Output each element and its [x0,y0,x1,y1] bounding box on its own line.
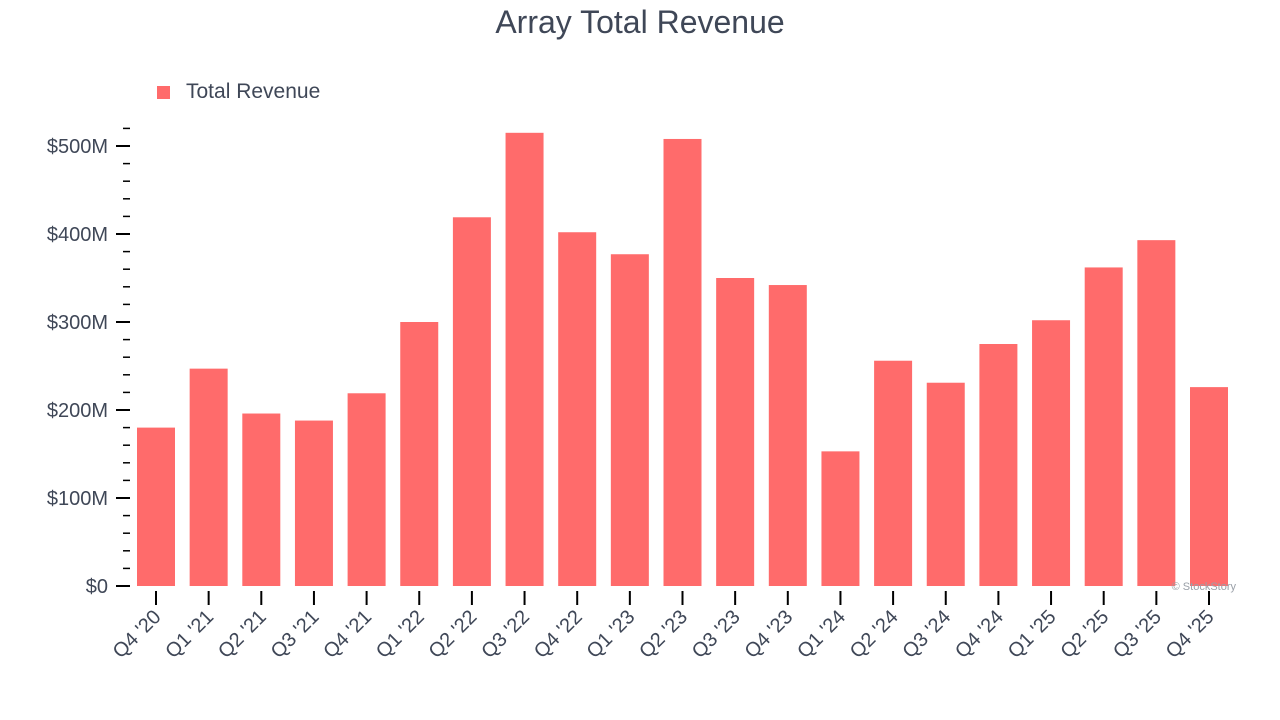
bar [242,413,281,586]
y-tick-label: $400M [47,224,108,246]
x-tick-label: Q3 '21 [267,606,324,663]
bar [400,322,439,586]
watermark: © StockStory [1172,581,1237,593]
y-axis: $0 $100M $200M $300M $400M $500M [47,127,130,598]
bar [137,427,175,586]
bar [452,217,491,586]
bars-group [137,132,1228,587]
x-tick-label: Q3 '25 [1109,606,1166,663]
x-tick-label: Q2 '23 [635,606,692,663]
x-tick-label: Q4 '22 [530,606,587,663]
x-tick-label: Q3 '23 [688,606,745,663]
bar [294,420,333,586]
bar [979,344,1018,586]
x-tick-label: Q2 '21 [214,606,271,663]
bar [821,451,860,586]
x-tick-label: Q4 '21 [319,606,376,663]
bar [610,254,649,587]
y-tick-label: $500M [47,136,108,158]
bar [1137,240,1176,586]
x-tick-label: Q4 '23 [741,606,798,663]
bar [1084,267,1123,586]
bar [558,232,597,587]
x-tick-label: Q4 '24 [951,606,1008,663]
legend-swatch [157,85,170,99]
bar [1032,320,1071,586]
bar [1190,387,1228,586]
x-tick-label: Q4 '25 [1162,606,1219,663]
bar [505,132,544,587]
x-tick-label: Q2 '22 [425,606,482,663]
y-tick-label: $100M [47,488,108,510]
y-tick-label: $300M [47,312,108,334]
y-tick-label: $200M [47,400,108,422]
chart-title: Array Total Revenue [495,4,785,40]
bar [926,382,965,586]
bar [347,393,386,586]
bar [189,368,228,586]
x-tick-label: Q1 '23 [583,606,640,663]
x-tick-label: Q3 '22 [477,606,534,663]
legend: Total Revenue [157,80,320,104]
legend-label-total-revenue: Total Revenue [186,80,321,103]
x-tick-label: Q1 '22 [372,606,429,663]
bar [663,138,702,586]
x-tick-label: Q2 '24 [846,606,903,663]
bar [716,278,755,586]
x-tick-label: Q1 '24 [793,606,850,663]
x-tick-label: Q1 '21 [161,606,218,663]
x-tick-label: Q4 '20 [109,606,166,663]
bar [874,360,913,586]
y-tick-label: $0 [86,576,108,598]
bar [768,285,807,586]
x-tick-label: Q1 '25 [1004,606,1061,663]
x-tick-label: Q3 '24 [898,606,955,663]
x-tick-label: Q2 '25 [1056,606,1113,663]
